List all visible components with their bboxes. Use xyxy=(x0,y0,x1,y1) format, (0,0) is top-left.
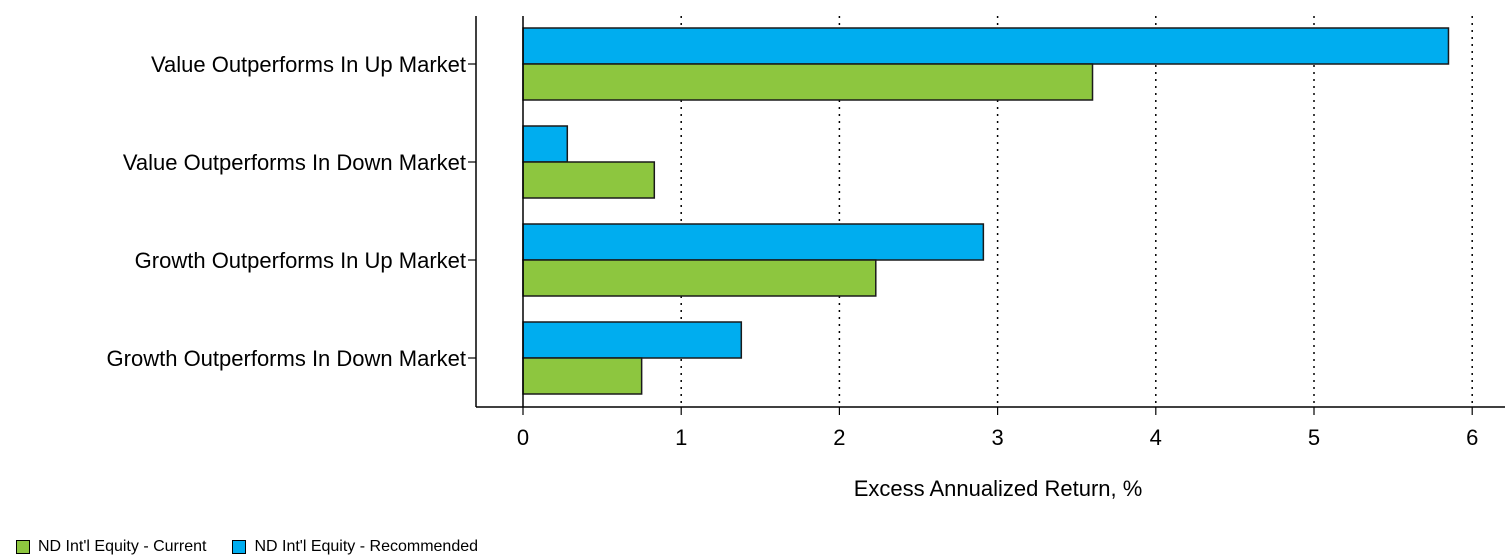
axes-group xyxy=(468,16,1505,415)
legend-item-recommended: ND Int'l Equity - Recommended xyxy=(232,538,478,556)
legend-swatch-recommended xyxy=(232,540,247,554)
category-label: Growth Outperforms In Up Market xyxy=(135,248,466,273)
legend-swatch-current xyxy=(16,540,30,554)
bar-current-0 xyxy=(522,63,1094,101)
category-label: Growth Outperforms In Down Market xyxy=(107,346,466,371)
bar-current-1 xyxy=(522,161,656,199)
bar-current-2 xyxy=(522,259,877,297)
x-tick-label: 2 xyxy=(833,425,845,450)
x-tick-label: 4 xyxy=(1150,425,1162,450)
bar-recommended-1 xyxy=(522,125,569,163)
legend: ND Int'l Equity - Current ND Int'l Equit… xyxy=(16,538,504,556)
bar-recommended-3 xyxy=(522,321,743,359)
x-axis-title: Excess Annualized Return, % xyxy=(854,476,1143,501)
legend-item-current: ND Int'l Equity - Current xyxy=(16,538,206,556)
bar-recommended-0 xyxy=(522,27,1450,65)
x-tick-label: 3 xyxy=(991,425,1003,450)
category-label: Value Outperforms In Down Market xyxy=(123,150,466,175)
bar-chart: Value Outperforms In Up Market Value Outp… xyxy=(107,16,1505,501)
bars-group xyxy=(522,27,1450,395)
legend-label-current: ND Int'l Equity - Current xyxy=(38,538,207,555)
x-tick-label: 6 xyxy=(1466,425,1478,450)
bar-current-3 xyxy=(522,357,643,395)
bar-recommended-2 xyxy=(522,223,985,261)
category-label: Value Outperforms In Up Market xyxy=(151,52,466,77)
category-labels: Value Outperforms In Up Market Value Outp… xyxy=(107,52,466,371)
x-tick-label: 5 xyxy=(1308,425,1320,450)
legend-label-recommended: ND Int'l Equity - Recommended xyxy=(254,538,479,555)
tick-labels: 0 1 2 3 4 5 6 xyxy=(517,425,1478,450)
x-tick-label: 1 xyxy=(675,425,687,450)
x-tick-label: 0 xyxy=(517,425,529,450)
